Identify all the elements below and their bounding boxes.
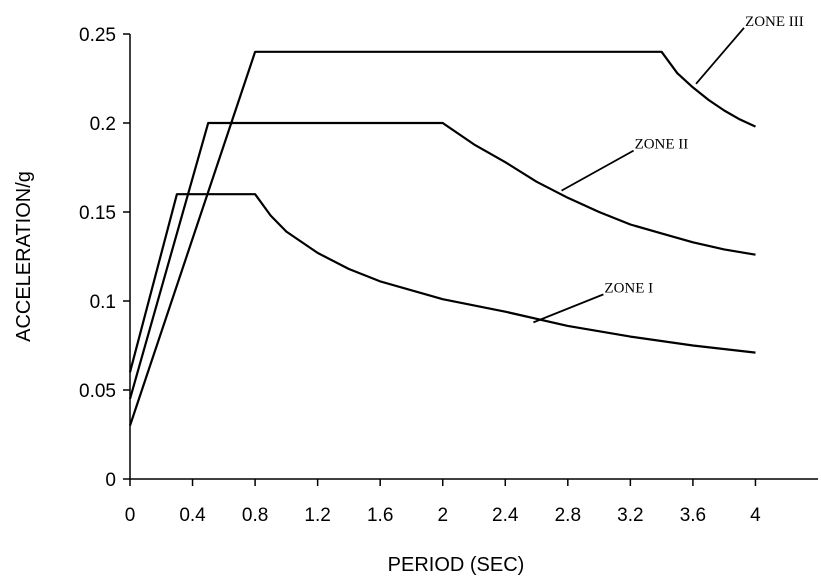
- axes: [129, 34, 818, 480]
- x-tick-label: 1.6: [367, 505, 393, 526]
- y-tick-label: 0.25: [79, 25, 116, 46]
- annotation-label: ZONE I: [604, 280, 653, 296]
- series-lines: [128, 50, 756, 426]
- y-tick-label: 0.1: [90, 292, 116, 313]
- y-axis-title: ACCELERATION/g: [13, 171, 35, 342]
- x-tick-label: 3.2: [617, 505, 643, 526]
- x-tick-label: 3.6: [680, 505, 706, 526]
- x-tick-label: 0: [125, 505, 136, 526]
- x-tick-label: 1.2: [304, 505, 330, 526]
- y-ticks: 0 0.05 0.1 0.15 0.2 0.25: [79, 25, 130, 491]
- annotation-label: ZONE II: [635, 137, 689, 153]
- annotation-label: ZONE III: [745, 14, 804, 30]
- series-line-zone-iii: [128, 50, 756, 426]
- annotation-leader: [533, 293, 604, 324]
- x-ticks: 0 0.4 0.8 1.2 1.6 2 2.4 2.8 3.2 3.6 4: [125, 479, 761, 526]
- y-tick-label: 0.15: [79, 203, 116, 224]
- x-tick-label: 4: [750, 505, 761, 526]
- x-tick-label: 2.8: [555, 505, 581, 526]
- series-line-zone-i: [128, 193, 756, 373]
- y-tick-label: 0: [105, 470, 116, 491]
- x-tick-label: 2.4: [492, 505, 519, 526]
- x-tick-label: 0.8: [242, 505, 268, 526]
- x-tick-label: 2: [437, 505, 448, 526]
- y-tick-label: 0.2: [90, 114, 116, 135]
- series-line-zone-ii: [128, 121, 756, 400]
- annotation-leader: [695, 27, 745, 85]
- x-axis-title: PERIOD (SEC): [388, 554, 525, 576]
- x-tick-label: 0.4: [179, 505, 206, 526]
- zone-annotations: ZONE I ZONE II ZONE III: [533, 14, 804, 324]
- y-tick-label: 0.05: [79, 381, 116, 402]
- annotation-leader: [561, 149, 635, 192]
